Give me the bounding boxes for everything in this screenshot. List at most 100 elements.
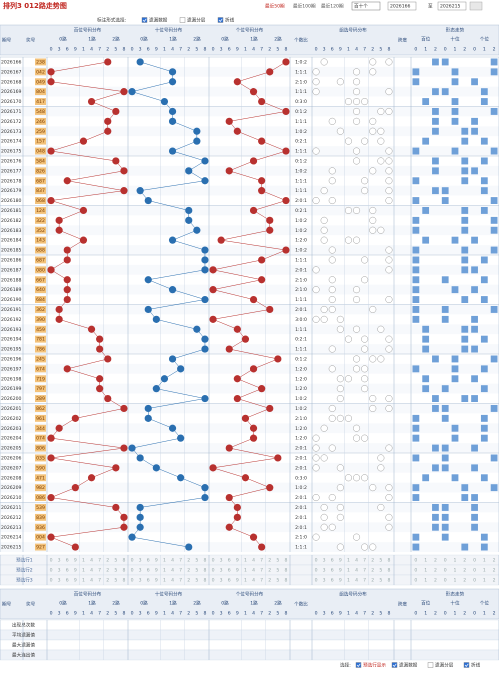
- preselect-digit[interactable]: 8: [284, 568, 287, 574]
- preselect-digit[interactable]: 9: [74, 558, 77, 564]
- preselect-digit[interactable]: 6: [228, 558, 231, 564]
- preselect-digit[interactable]: 2: [106, 558, 109, 564]
- range-link[interactable]: 最近120期: [321, 3, 344, 10]
- preselect-digit[interactable]: 9: [74, 578, 77, 584]
- input-from[interactable]: [387, 1, 417, 11]
- preselect-digit[interactable]: 5: [114, 578, 117, 584]
- preselect-digit[interactable]: 7: [179, 578, 182, 584]
- preselect-digit[interactable]: 7: [363, 558, 366, 564]
- preselect-digit[interactable]: 2: [187, 558, 190, 564]
- preselect-digit[interactable]: 0: [131, 578, 134, 584]
- preselect-digit[interactable]: 3: [323, 558, 326, 564]
- input-to[interactable]: [437, 1, 467, 11]
- checkbox[interactable]: [217, 17, 224, 23]
- preselect-digit[interactable]: 0: [212, 578, 215, 584]
- preselect-digit[interactable]: 8: [203, 558, 206, 564]
- preselect-digit[interactable]: 0: [212, 558, 215, 564]
- preselect-digit[interactable]: 2: [268, 578, 271, 584]
- preselect-digit[interactable]: 2: [106, 578, 109, 584]
- preselect-digit[interactable]: 2: [371, 568, 374, 574]
- preselect-digit[interactable]: 4: [90, 558, 93, 564]
- preselect-digit[interactable]: 4: [90, 568, 93, 574]
- preselect-digit[interactable]: 3: [139, 558, 142, 564]
- preselect-digit[interactable]: 1: [424, 578, 427, 584]
- preselect-digit[interactable]: 6: [66, 558, 69, 564]
- preselect-digit[interactable]: 3: [139, 578, 142, 584]
- preselect-digit[interactable]: 8: [122, 578, 125, 584]
- preselect-digit[interactable]: 2: [187, 578, 190, 584]
- preselect-digit[interactable]: 0: [315, 558, 318, 564]
- preselect-digit[interactable]: 2: [268, 558, 271, 564]
- preselect-digit[interactable]: 8: [387, 578, 390, 584]
- preselect-digit[interactable]: 1: [244, 568, 247, 574]
- preselect-digit[interactable]: 0: [444, 578, 447, 584]
- preselect-digit[interactable]: 8: [122, 568, 125, 574]
- preselect-digit[interactable]: 1: [82, 578, 85, 584]
- preselect-digit[interactable]: 5: [276, 578, 279, 584]
- preselect-digit[interactable]: 9: [339, 558, 342, 564]
- preselect-digit[interactable]: 1: [424, 568, 427, 574]
- preselect-digit[interactable]: 8: [203, 568, 206, 574]
- preselect-digit[interactable]: 0: [414, 568, 417, 574]
- preselect-digit[interactable]: 6: [66, 578, 69, 584]
- preselect-digit[interactable]: 6: [228, 568, 231, 574]
- preselect-digit[interactable]: 4: [252, 578, 255, 584]
- preselect-digit[interactable]: 4: [90, 578, 93, 584]
- preselect-digit[interactable]: 2: [463, 568, 466, 574]
- preselect-digit[interactable]: 1: [163, 558, 166, 564]
- preselect-digit[interactable]: 5: [114, 558, 117, 564]
- preselect-digit[interactable]: 1: [424, 558, 427, 564]
- preselect-digit[interactable]: 0: [212, 568, 215, 574]
- preselect-digit[interactable]: 1: [347, 558, 350, 564]
- preselect-digit[interactable]: 0: [131, 558, 134, 564]
- preselect-digit[interactable]: 0: [50, 578, 53, 584]
- preselect-digit[interactable]: 3: [323, 568, 326, 574]
- preselect-digit[interactable]: 4: [171, 578, 174, 584]
- preselect-digit[interactable]: 7: [98, 578, 101, 584]
- preselect-digit[interactable]: 1: [163, 578, 166, 584]
- preselect-digit[interactable]: 8: [387, 558, 390, 564]
- preselect-digit[interactable]: 3: [220, 578, 223, 584]
- preselect-digit[interactable]: 5: [195, 578, 198, 584]
- preselect-digit[interactable]: 1: [347, 568, 350, 574]
- preselect-digit[interactable]: 0: [414, 558, 417, 564]
- preselect-digit[interactable]: 1: [163, 568, 166, 574]
- preselect-digit[interactable]: 7: [179, 568, 182, 574]
- preselect-digit[interactable]: 2: [493, 578, 496, 584]
- preselect-digit[interactable]: 1: [82, 568, 85, 574]
- preselect-digit[interactable]: 4: [355, 558, 358, 564]
- preselect-digit[interactable]: 4: [355, 578, 358, 584]
- search-button[interactable]: [469, 1, 483, 11]
- preselect-digit[interactable]: 4: [252, 558, 255, 564]
- preselect-digit[interactable]: 7: [260, 578, 263, 584]
- preselect-digit[interactable]: 5: [379, 558, 382, 564]
- preselect-digit[interactable]: 7: [98, 568, 101, 574]
- preselect-digit[interactable]: 0: [473, 578, 476, 584]
- preselect-digit[interactable]: 2: [463, 578, 466, 584]
- preselect-digit[interactable]: 3: [139, 568, 142, 574]
- preselect-digit[interactable]: 6: [228, 578, 231, 584]
- preselect-digit[interactable]: 9: [236, 558, 239, 564]
- preselect-digit[interactable]: 2: [493, 568, 496, 574]
- preselect-digit[interactable]: 0: [414, 578, 417, 584]
- preselect-digit[interactable]: 6: [66, 568, 69, 574]
- preselect-digit[interactable]: 6: [147, 568, 150, 574]
- select-box[interactable]: [351, 1, 381, 11]
- preselect-digit[interactable]: 5: [195, 558, 198, 564]
- preselect-digit[interactable]: 1: [483, 558, 486, 564]
- preselect-digit[interactable]: 7: [260, 558, 263, 564]
- preselect-digit[interactable]: 1: [454, 558, 457, 564]
- preselect-digit[interactable]: 1: [483, 568, 486, 574]
- preselect-digit[interactable]: 9: [339, 578, 342, 584]
- preselect-digit[interactable]: 9: [74, 568, 77, 574]
- checkbox[interactable]: [391, 662, 398, 668]
- checkbox[interactable]: [463, 662, 470, 668]
- preselect-digit[interactable]: 0: [131, 568, 134, 574]
- preselect-digit[interactable]: 1: [483, 578, 486, 584]
- preselect-digit[interactable]: 2: [493, 558, 496, 564]
- preselect-digit[interactable]: 6: [147, 578, 150, 584]
- preselect-digit[interactable]: 4: [355, 568, 358, 574]
- preselect-digit[interactable]: 9: [155, 578, 158, 584]
- preselect-digit[interactable]: 1: [347, 578, 350, 584]
- preselect-digit[interactable]: 0: [444, 558, 447, 564]
